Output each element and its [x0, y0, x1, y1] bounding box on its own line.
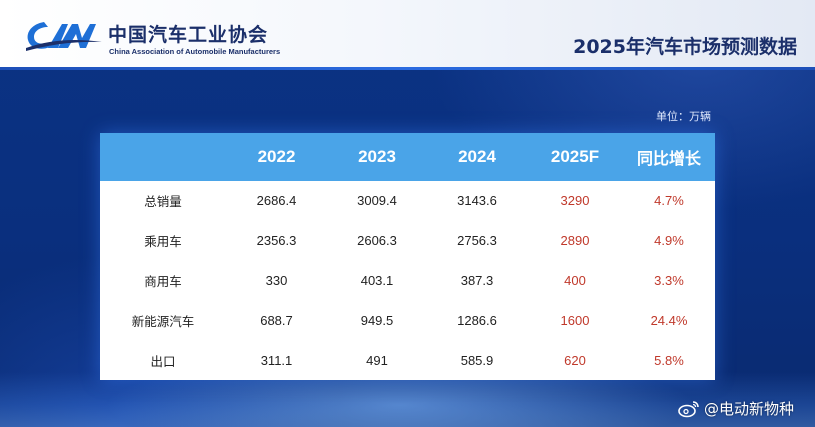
column-header-yoy-growth: 同比增长 [636, 149, 701, 168]
weibo-icon [678, 400, 699, 417]
table-cell: 2686.4 [256, 193, 297, 209]
column-header-category [100, 133, 226, 181]
table-row: 新能源汽车 688.7 949.5 1286.6 1600 24.4% [100, 300, 715, 340]
column-header-2024: 2024 [458, 147, 496, 166]
table-header-row: 2022 2023 2024 2025F 同比增长 [100, 133, 715, 181]
forecast-table-container: 2022 2023 2024 2025F 同比增长 总销量 2686.4 300… [100, 133, 715, 380]
forecast-cell: 400 [564, 272, 586, 288]
table-row: 乘用车 2356.3 2606.3 2756.3 2890 4.9% [100, 221, 715, 261]
table-row: 出口 311.1 491 585.9 620 5.8% [100, 340, 715, 380]
organization-name: 中国汽车工业协会 [108, 24, 269, 46]
table-cell: 311.1 [260, 352, 293, 368]
organization-english-name: China Association of Automobile Manufact… [109, 47, 281, 56]
unit-label: 单位：万辆 [656, 110, 711, 123]
forecast-table: 2022 2023 2024 2025F 同比增长 总销量 2686.4 300… [100, 133, 715, 380]
forecast-cell: 2890 [560, 233, 590, 249]
row-label: 新能源汽车 [131, 313, 195, 329]
caam-logo [26, 22, 102, 51]
growth-cell: 5.8% [654, 352, 684, 368]
row-label: 乘用车 [144, 234, 182, 250]
growth-cell: 4.9% [654, 233, 684, 249]
column-header-2023: 2023 [358, 147, 396, 166]
table-cell: 330 [265, 272, 288, 288]
table-cell: 387.3 [460, 272, 494, 288]
table-cell: 2756.3 [457, 233, 497, 249]
table-cell: 2356.3 [256, 233, 297, 249]
forecast-cell: 3290 [560, 193, 590, 209]
table-cell: 1286.6 [457, 312, 497, 328]
row-label: 总销量 [144, 194, 182, 210]
growth-cell: 4.7% [654, 193, 684, 209]
growth-cell: 24.4% [650, 312, 688, 328]
watermark-text: @电动新物种 [704, 400, 795, 418]
bottom-glow [0, 372, 815, 427]
growth-cell: 3.3% [654, 272, 684, 288]
header-bar: 中国汽车工业协会 China Association of Automobile… [0, 0, 815, 67]
table-cell: 2606.3 [357, 233, 397, 249]
table-row: 商用车 330 403.1 387.3 400 3.3% [100, 261, 715, 301]
forecast-cell: 1600 [560, 312, 590, 328]
table-row: 总销量 2686.4 3009.4 3143.6 3290 4.7% [100, 181, 715, 221]
column-header-2022: 2022 [257, 147, 296, 166]
table-cell: 491 [366, 352, 388, 368]
table-cell: 3009.4 [357, 193, 397, 209]
table-cell: 585.9 [460, 352, 494, 368]
table-cell: 3143.6 [457, 193, 497, 209]
row-label: 商用车 [144, 273, 182, 289]
watermark: @电动新物种 [678, 398, 794, 419]
page-title: 2025年汽车市场预测数据 [573, 36, 797, 58]
row-label: 出口 [150, 353, 176, 369]
table-cell: 688.7 [260, 312, 293, 328]
header-divider [0, 67, 815, 70]
column-header-2025f: 2025F [550, 147, 600, 166]
table-cell: 403.1 [360, 272, 394, 288]
table-cell: 949.5 [360, 312, 394, 328]
forecast-cell: 620 [564, 352, 586, 368]
